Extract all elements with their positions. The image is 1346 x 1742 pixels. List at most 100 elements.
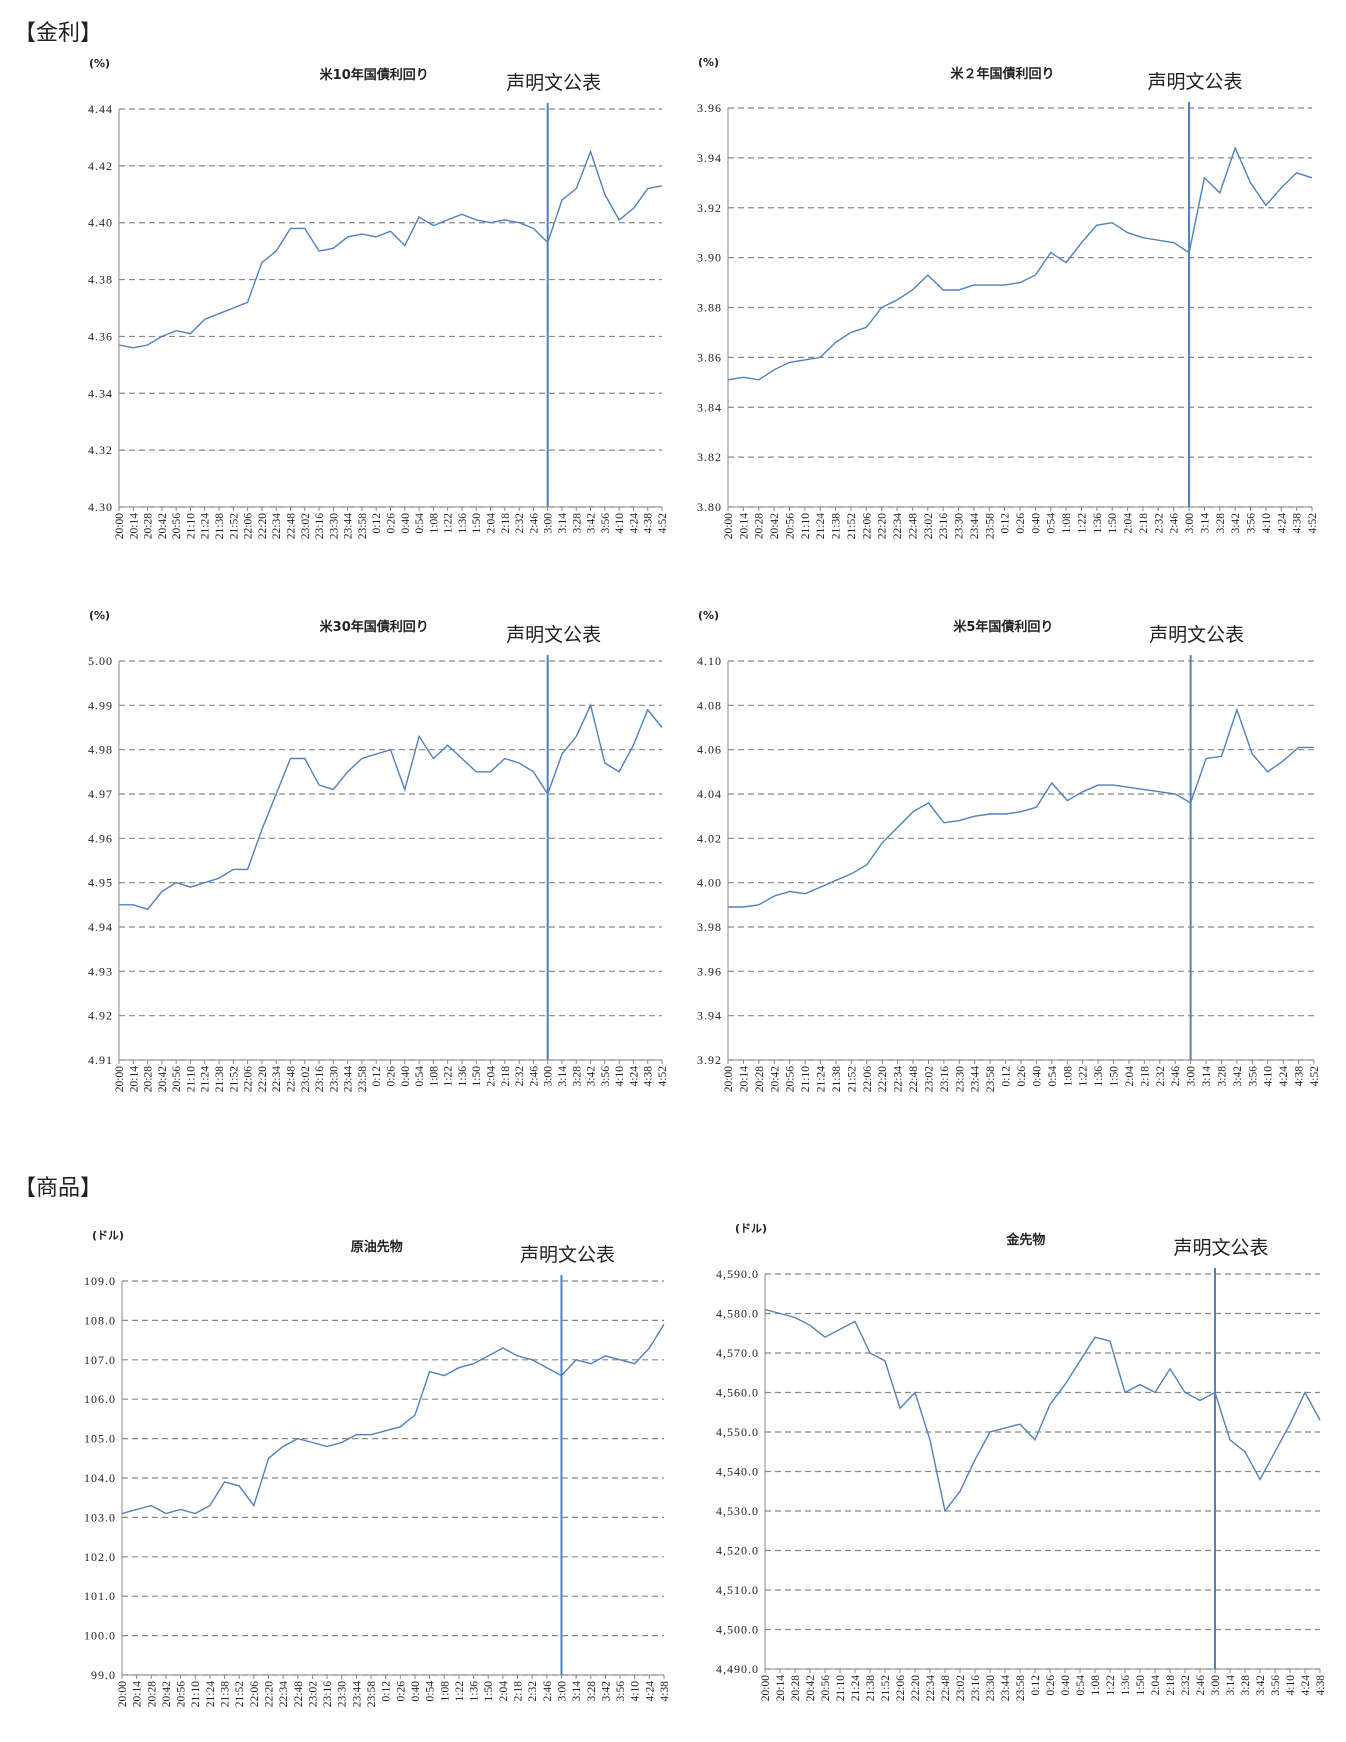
x-tick-label: 3:42 <box>1255 1675 1267 1696</box>
x-tick-label: 0:54 <box>414 513 426 534</box>
x-tick-label: 2:18 <box>513 1681 525 1702</box>
x-tick-label: 20:42 <box>769 1066 781 1092</box>
chart-title: 米10年国債利回り <box>320 67 429 83</box>
y-tick-label: 4.10 <box>697 654 722 668</box>
x-tick-label: 1:50 <box>1135 1675 1147 1696</box>
x-tick-label: 21:24 <box>815 513 827 539</box>
x-tick-label: 20:42 <box>157 513 169 539</box>
x-tick-label: 23:44 <box>343 513 355 539</box>
x-tick-label: 21:52 <box>234 1681 246 1707</box>
x-tick-label: 20:00 <box>723 1066 735 1092</box>
x-tick-label: 23:16 <box>322 1681 334 1707</box>
data-line <box>727 145 1313 381</box>
x-tick-label: 1:50 <box>483 1681 495 1702</box>
y-tick-label: 4.97 <box>88 787 113 801</box>
x-tick-label: 23:44 <box>970 1066 982 1092</box>
x-tick-label: 22:34 <box>925 1675 937 1701</box>
x-tick-label: 21:10 <box>185 513 197 539</box>
x-tick-label: 3:00 <box>1186 1066 1198 1087</box>
x-tick-label: 3:56 <box>1246 513 1258 534</box>
x-tick-label: 21:38 <box>214 1066 226 1092</box>
x-tick-label: 23:58 <box>357 1066 369 1092</box>
x-tick-label: 0:40 <box>400 1066 412 1087</box>
y-tick-label: 3.82 <box>697 450 722 464</box>
y-axis-unit: (%) <box>89 57 110 70</box>
x-tick-label: 2:32 <box>1155 1066 1167 1087</box>
x-tick-label: 0:12 <box>1000 513 1012 534</box>
x-tick-label: 0:12 <box>371 513 383 534</box>
y-tick-label: 3.84 <box>697 400 722 414</box>
x-tick-label: 21:10 <box>190 1681 202 1707</box>
x-tick-label: 3:00 <box>556 1681 568 1702</box>
y-tick-label: 4,570.0 <box>716 1346 759 1360</box>
y-tick-label: 109.0 <box>84 1274 116 1288</box>
x-tick-label: 1:22 <box>443 1066 455 1087</box>
x-tick-label: 20:28 <box>754 513 766 539</box>
x-tick-label: 20:42 <box>161 1681 173 1707</box>
x-tick-label: 3:00 <box>543 1066 555 1087</box>
x-tick-label: 3:14 <box>1225 1675 1237 1696</box>
x-tick-label: 23:30 <box>954 513 966 539</box>
x-tick-label: 0:40 <box>1060 1675 1072 1696</box>
x-tick-label: 21:10 <box>835 1675 847 1701</box>
x-tick-label: 2:04 <box>486 513 498 534</box>
x-tick-label: 2:46 <box>1170 1066 1182 1087</box>
x-tick-label: 1:08 <box>439 1681 451 1702</box>
annotation: 声明文公表 <box>1173 1237 1268 1259</box>
y-tick-label: 3.96 <box>697 101 722 115</box>
x-tick-label: 23:58 <box>1015 1675 1027 1701</box>
x-tick-label: 22:48 <box>285 1066 297 1092</box>
annotation: 声明文公表 <box>1149 624 1244 646</box>
x-tick-label: 23:16 <box>970 1675 982 1701</box>
x-tick-label: 2:04 <box>1123 513 1135 534</box>
x-tick-label: 21:10 <box>185 1066 197 1092</box>
x-tick-label: 0:26 <box>1015 513 1027 534</box>
y-axis-unit: (ドル) <box>735 1222 767 1235</box>
x-tick-label: 22:48 <box>293 1681 305 1707</box>
y-tick-label: 99.0 <box>91 1668 116 1682</box>
chart: 4,490.0 4,500.0 4,510.0 4,520.0 4,530.0 4,540… <box>716 1222 1327 1701</box>
x-tick-label: 3:56 <box>1270 1675 1282 1696</box>
x-tick-label: 2:46 <box>542 1681 554 1702</box>
x-tick-label: 4:38 <box>659 1681 671 1702</box>
x-tick-label: 21:24 <box>816 1066 828 1092</box>
y-tick-label: 4.93 <box>88 964 113 978</box>
x-tick-label: 23:02 <box>955 1675 967 1701</box>
y-tick-label: 102.0 <box>84 1550 116 1564</box>
x-tick-label: 4:24 <box>644 1681 656 1702</box>
x-tick-label: 4:38 <box>643 513 655 534</box>
y-tick-label: 4.44 <box>88 102 113 116</box>
x-tick-label: 3:00 <box>1184 513 1196 534</box>
chart-title: 金先物 <box>1005 1232 1045 1248</box>
y-tick-label: 3.80 <box>697 500 722 514</box>
x-tick-label: 0:12 <box>381 1681 393 1702</box>
x-tick-label: 4:38 <box>643 1066 655 1087</box>
x-tick-label: 0:40 <box>400 513 412 534</box>
x-tick-label: 23:58 <box>984 513 996 539</box>
x-tick-label: 22:20 <box>257 513 269 539</box>
chart: 4.91 4.92 4.93 4.94 4.95 4.96 4.97 4.98 4.99 5.00… <box>88 609 669 1092</box>
chart-title: 米２年国債利回り <box>950 66 1054 82</box>
x-tick-label: 1:08 <box>1061 513 1073 534</box>
x-tick-label: 1:08 <box>428 1066 440 1087</box>
x-tick-label: 23:16 <box>939 1066 951 1092</box>
x-tick-label: 0:12 <box>1001 1066 1013 1087</box>
data-line <box>728 707 1314 908</box>
x-tick-label: 22:20 <box>263 1681 275 1707</box>
x-tick-label: 1:50 <box>471 1066 483 1087</box>
chart-title: 米5年国債利回り <box>953 619 1053 635</box>
x-tick-label: 22:48 <box>285 513 297 539</box>
x-tick-label: 1:08 <box>428 513 440 534</box>
x-tick-label: 21:24 <box>850 1675 862 1701</box>
x-tick-label: 3:00 <box>543 513 555 534</box>
x-tick-label: 4:10 <box>630 1681 642 1702</box>
x-tick-label: 20:56 <box>820 1675 832 1701</box>
x-tick-label: 23:02 <box>300 1066 312 1092</box>
x-tick-label: 1:22 <box>1076 513 1088 534</box>
x-tick-label: 3:28 <box>1215 513 1227 534</box>
x-tick-label: 22:48 <box>908 1066 920 1092</box>
x-tick-label: 0:12 <box>371 1066 383 1087</box>
x-tick-label: 23:30 <box>985 1675 997 1701</box>
y-tick-label: 4.04 <box>697 787 722 801</box>
